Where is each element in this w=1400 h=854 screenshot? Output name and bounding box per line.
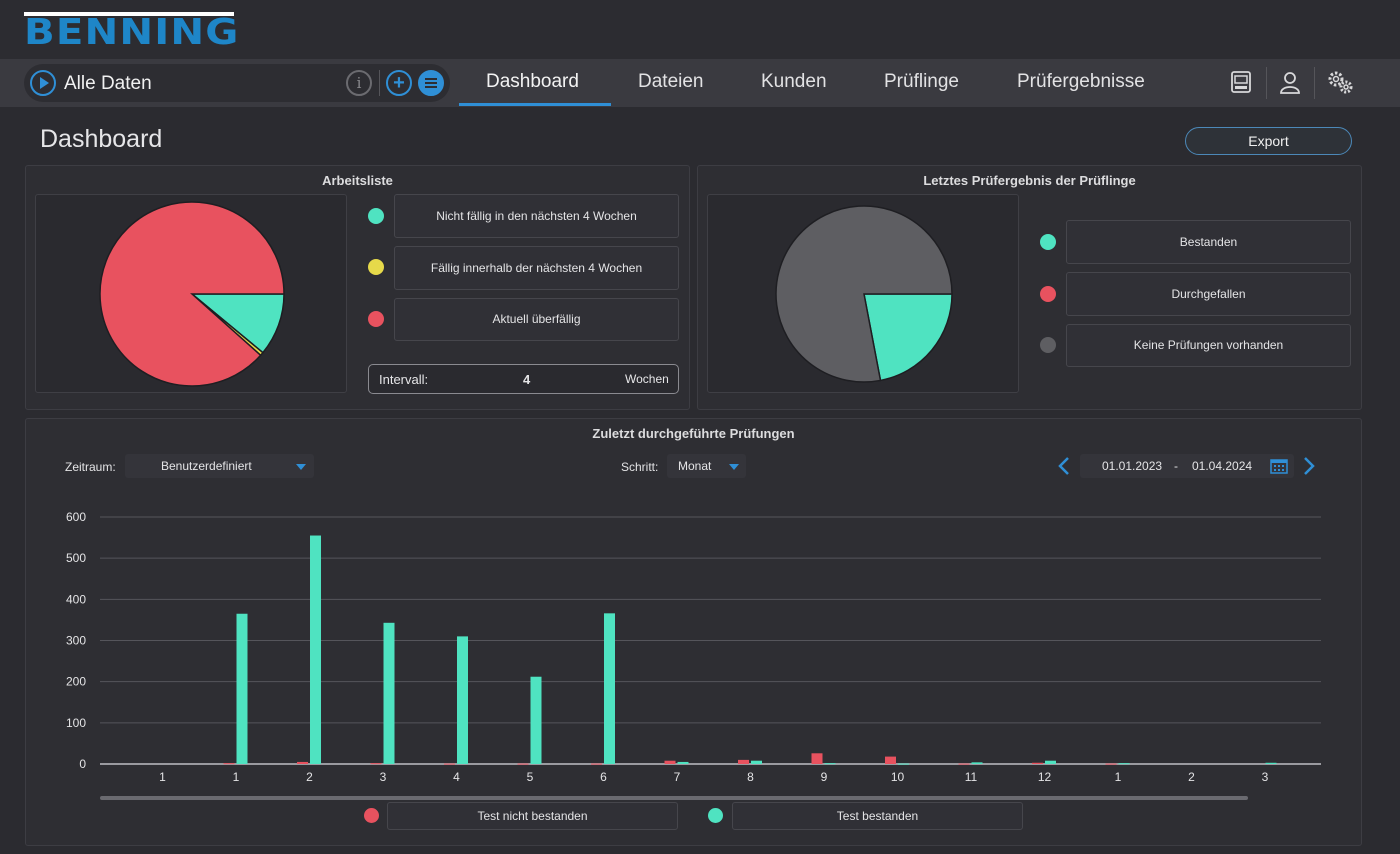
legend-failed-button[interactable]: Durchgefallen xyxy=(1066,272,1351,316)
device-icon[interactable] xyxy=(1226,68,1256,98)
add-icon[interactable]: + xyxy=(386,70,412,96)
schritt-select[interactable]: Monat xyxy=(667,454,746,478)
calendar-icon[interactable] xyxy=(1270,458,1288,474)
benning-logo: BENNING xyxy=(24,12,238,51)
last-result-pie-slice-2 xyxy=(775,205,953,383)
zeitraum-select[interactable]: Benutzerdefiniert xyxy=(125,454,314,478)
legend-overdue-button[interactable]: Aktuell überfällig xyxy=(394,298,679,341)
legend-passed-button[interactable]: Bestanden xyxy=(1066,220,1351,264)
worklist-pie-slice-2 xyxy=(99,201,285,387)
chevron-down-icon xyxy=(729,464,739,470)
data-selector-label: Alle Daten xyxy=(64,73,152,94)
chevron-left-icon[interactable] xyxy=(1056,456,1072,476)
zeitraum-label: Zeitraum: xyxy=(65,460,116,474)
data-selector[interactable]: Alle Daten i + xyxy=(24,64,450,102)
schritt-label: Schritt: xyxy=(621,460,659,474)
divider xyxy=(379,70,380,96)
worklist-pie-chart xyxy=(99,201,285,387)
play-icon[interactable] xyxy=(30,70,56,96)
last-result-pie-chart xyxy=(775,205,953,383)
legend-not-due-button[interactable]: Nicht fällig in den nächsten 4 Wochen xyxy=(394,194,679,238)
divider xyxy=(1314,67,1315,99)
tab-dateien[interactable]: Dateien xyxy=(638,71,704,92)
last-result-pie-box xyxy=(707,194,1019,393)
legend-failed-tests-button[interactable]: Test nicht bestanden xyxy=(387,802,678,830)
legend-passed-tests-button[interactable]: Test bestanden xyxy=(732,802,1023,830)
legend-dot-passed xyxy=(1040,234,1056,250)
worklist-pie-box xyxy=(35,194,347,393)
recent-tests-panel: Zuletzt durchgeführte Prüfungen xyxy=(25,418,1362,846)
worklist-title: Arbeitsliste xyxy=(322,173,393,188)
legend-dot-due-soon xyxy=(368,259,384,275)
export-button[interactable]: Export xyxy=(1185,127,1352,155)
user-icon[interactable] xyxy=(1275,68,1305,98)
legend-dot-failed xyxy=(1040,286,1056,302)
tab-dashboard[interactable]: Dashboard xyxy=(486,71,579,92)
legend-dot-overdue xyxy=(368,311,384,327)
chevron-right-icon[interactable] xyxy=(1301,456,1317,476)
legend-dot-passed-tests xyxy=(708,808,723,823)
date-separator: - xyxy=(1174,459,1178,473)
date-to[interactable]: 01.04.2024 xyxy=(1192,459,1253,473)
recent-tests-title: Zuletzt durchgeführte Prüfungen xyxy=(592,426,795,441)
date-range-field[interactable]: 01.01.2023 - 01.04.2024 xyxy=(1080,454,1294,478)
settings-gears-icon[interactable] xyxy=(1325,68,1355,98)
info-icon[interactable]: i xyxy=(346,70,372,96)
interval-unit: Wochen xyxy=(625,372,669,386)
legend-dot-not-due xyxy=(368,208,384,224)
zeitraum-value: Benutzerdefiniert xyxy=(161,459,252,473)
chart-scrollbar[interactable] xyxy=(100,796,1248,800)
page-title: Dashboard xyxy=(40,125,163,153)
interval-field[interactable]: Intervall: 4 Wochen xyxy=(368,364,679,394)
legend-due-soon-button[interactable]: Fällig innerhalb der nächsten 4 Wochen xyxy=(394,246,679,290)
brand-name: BENNING xyxy=(24,12,240,53)
tab-pruflinge[interactable]: Prüflinge xyxy=(884,71,959,92)
list-menu-icon[interactable] xyxy=(418,70,444,96)
top-bar: BENNING xyxy=(0,0,1400,59)
date-from[interactable]: 01.01.2023 xyxy=(1102,459,1163,473)
divider xyxy=(1266,67,1267,99)
active-tab-indicator xyxy=(459,103,611,106)
tab-kunden[interactable]: Kunden xyxy=(761,71,827,92)
schritt-value: Monat xyxy=(678,459,712,473)
last-result-pie-slice-0 xyxy=(863,293,953,382)
interval-value[interactable]: 4 xyxy=(523,372,531,387)
legend-dot-failed-tests xyxy=(364,808,379,823)
interval-label: Intervall: xyxy=(379,372,429,387)
legend-dot-no-tests xyxy=(1040,337,1056,353)
nav-bar: Alle Daten i + Dashboard Dateien Kunden … xyxy=(0,59,1400,107)
tab-prufergebnisse[interactable]: Prüfergebnisse xyxy=(1017,71,1145,92)
last-result-title: Letztes Prüfergebnis der Prüflinge xyxy=(923,173,1136,188)
chevron-down-icon xyxy=(296,464,306,470)
legend-no-tests-button[interactable]: Keine Prüfungen vorhanden xyxy=(1066,324,1351,367)
